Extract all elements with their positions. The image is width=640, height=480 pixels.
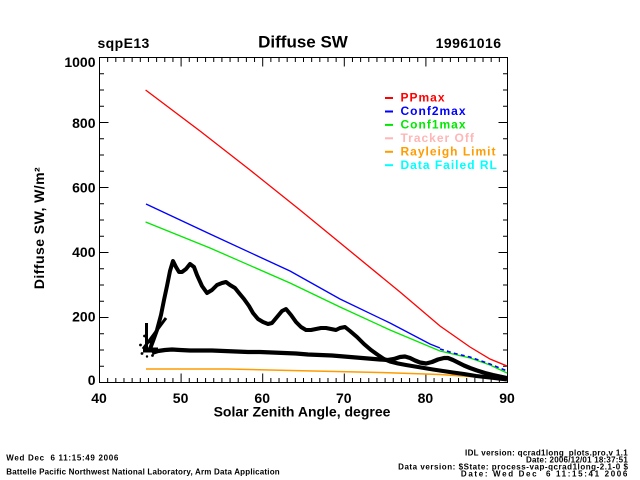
svg-text:400: 400 <box>72 244 96 260</box>
svg-text:Wed Dec 6 11:15:49 2006: Wed Dec 6 11:15:49 2006 <box>6 453 119 462</box>
svg-text:800: 800 <box>72 115 96 131</box>
svg-text:70: 70 <box>336 390 352 406</box>
svg-text:60: 60 <box>254 390 270 406</box>
svg-text:Data Failed RL: Data Failed RL <box>401 158 498 172</box>
svg-text:Diffuse SW, W/m²: Diffuse SW, W/m² <box>31 167 47 289</box>
svg-text:Solar Zenith Angle, degree: Solar Zenith Angle, degree <box>214 404 391 420</box>
svg-text:PPmax: PPmax <box>401 91 446 105</box>
svg-text:Conf2max: Conf2max <box>401 104 467 118</box>
svg-text:Date: 2006/12/01 18:37:51: Date: 2006/12/01 18:37:51 <box>526 455 628 464</box>
svg-text:Tracker Off: Tracker Off <box>401 131 475 145</box>
svg-text:90: 90 <box>499 390 515 406</box>
svg-text:Date: Wed Dec 6 11:15:41 2006: Date: Wed Dec 6 11:15:41 2006 <box>461 470 629 479</box>
svg-text:80: 80 <box>418 390 434 406</box>
svg-text:19961016: 19961016 <box>436 35 502 51</box>
svg-text:50: 50 <box>173 390 189 406</box>
svg-text:40: 40 <box>91 390 107 406</box>
svg-text:200: 200 <box>72 309 96 325</box>
svg-text:600: 600 <box>72 180 96 196</box>
svg-text:Battelle Pacific Northwest Nat: Battelle Pacific Northwest National Labo… <box>6 468 280 477</box>
svg-text:Data version: $State: process-: Data version: $State: process-vap-qcrad1… <box>398 462 628 471</box>
svg-text:sqpE13: sqpE13 <box>98 35 150 51</box>
svg-text:Diffuse SW: Diffuse SW <box>258 33 349 52</box>
svg-text:IDL version: qcrad1long_plots.: IDL version: qcrad1long_plots.pro,v 1.1 <box>465 448 628 457</box>
svg-text:1000: 1000 <box>64 54 95 70</box>
svg-text:0: 0 <box>88 372 96 388</box>
svg-text:Rayleigh Limit: Rayleigh Limit <box>401 144 497 158</box>
svg-text:Conf1max: Conf1max <box>401 117 467 131</box>
